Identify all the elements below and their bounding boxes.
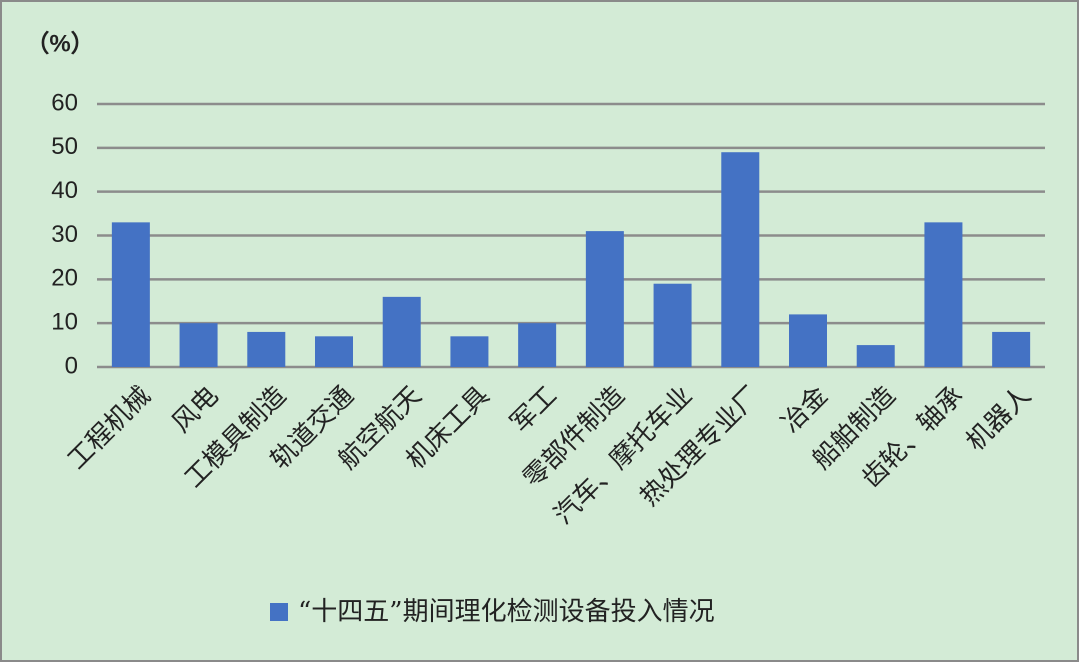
bar	[315, 336, 353, 367]
y-axis-label: （%）	[25, 30, 94, 57]
bar	[653, 283, 692, 367]
bar	[721, 152, 760, 367]
legend-swatch	[270, 603, 288, 621]
bar	[111, 222, 150, 367]
bar	[179, 323, 218, 367]
legend-label: “十四五”期间理化检测设备投入情况	[298, 597, 715, 627]
y-tick-label: 0	[65, 352, 78, 379]
bar	[992, 331, 1031, 367]
y-tick-label: 60	[51, 89, 78, 116]
bar	[518, 323, 557, 367]
bar	[856, 345, 895, 367]
bar	[247, 331, 286, 367]
y-tick-label: 50	[51, 133, 78, 160]
bar	[789, 314, 827, 367]
bar	[924, 222, 963, 367]
bar	[450, 336, 489, 367]
y-tick-label: 20	[51, 265, 78, 292]
y-tick-label: 40	[51, 177, 78, 204]
bar	[585, 231, 624, 367]
y-tick-label: 30	[51, 221, 78, 248]
y-tick-label: 10	[51, 309, 78, 336]
bar	[382, 296, 421, 367]
